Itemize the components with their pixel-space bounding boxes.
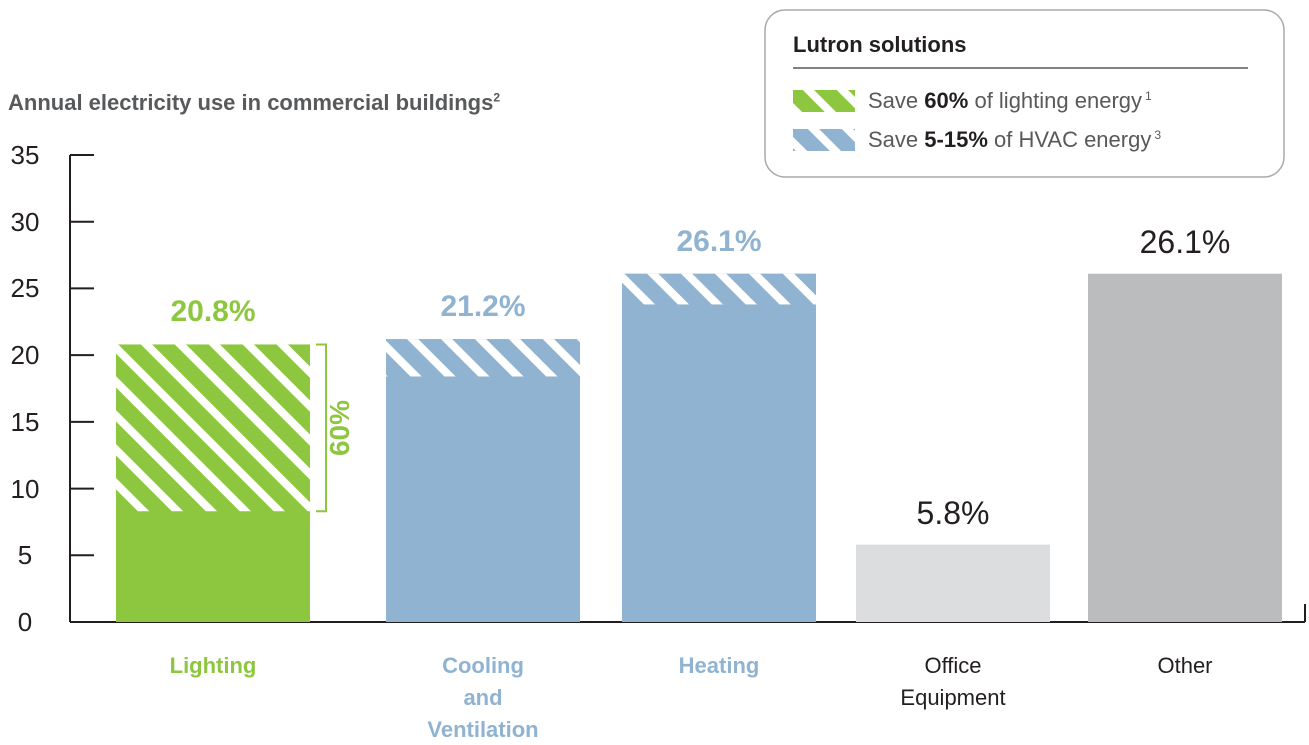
x-tick-label: Heating [678,653,760,678]
value-label: 20.8% [170,295,256,329]
y-tick-label: 20 [10,340,40,371]
legend-prefix: Save [868,88,919,113]
bar [386,339,580,622]
x-tick-label: Cooling and Ventilation [427,653,539,742]
title-note: 2 [493,90,501,105]
legend-note: 3 [1154,127,1162,142]
x-tick-label: Lighting [169,653,257,678]
legend-prefix: Save [868,127,919,152]
value-label: 21.2% [440,290,526,324]
savings-annotation: 60% [324,399,355,456]
legend-entry: Save 60% of lighting energy 1 [868,87,1152,115]
x-tick-label: Other [1157,653,1213,678]
legend-swatch [793,90,855,112]
legend-emphasis: 60% [924,88,969,113]
savings-hatch [622,273,816,305]
y-tick-label: 35 [10,140,40,170]
legend-swatch [793,129,855,151]
chart-title: Annual electricity use in commercial bui… [8,90,500,116]
value-label: 26.1% [1139,223,1231,260]
bar [1088,273,1282,622]
y-tick-label: 25 [10,273,40,304]
legend-box [764,9,1285,178]
savings-hatch [386,339,580,377]
legend-title: Lutron solutions [793,32,967,57]
savings-hatch [116,344,310,512]
x-tick-label: Office Equipment [900,653,1006,710]
y-tick-label: 5 [17,540,33,571]
legend-suffix: of lighting energy [974,88,1143,113]
y-tick-label: 30 [10,206,40,237]
y-tick-label: 15 [10,406,40,437]
bar [856,544,1050,622]
y-tick-label: 0 [17,607,33,637]
savings-bracket [316,343,327,513]
y-tick-label: 10 [10,473,40,504]
title-text: Annual electricity use in commercial bui… [8,90,494,115]
legend-emphasis: 5-15% [924,127,988,152]
legend-entry: Save 5-15% of HVAC energy 3 [868,126,1161,154]
legend-note: 1 [1145,88,1152,103]
value-label: 5.8% [916,494,990,531]
legend-suffix: of HVAC energy [994,127,1152,152]
value-label: 26.1% [676,224,762,258]
bar [622,273,816,622]
